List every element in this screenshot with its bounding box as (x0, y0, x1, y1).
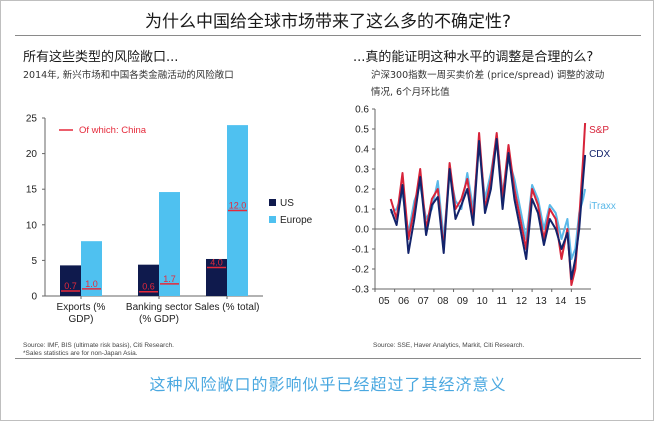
right-subtitle-line-2: 情况, 6个月环比值 (371, 87, 450, 98)
category-label: Exports (% (57, 302, 106, 313)
y-tick-label: 25 (26, 114, 38, 125)
x-tick-label: 05 (378, 296, 390, 307)
china-label: 0.6 (142, 282, 155, 292)
x-tick-label: 11 (497, 296, 508, 307)
x-tick-label: 13 (536, 296, 548, 307)
y-tick-label: 0.6 (355, 105, 369, 116)
x-tick-label: 09 (457, 296, 469, 307)
y-tick-label: 10 (26, 220, 38, 231)
y-tick-label: 0 (31, 292, 37, 303)
y-tick-label: -0.3 (352, 285, 370, 296)
bottom-divider (15, 358, 641, 359)
legend-label-europe: Europe (280, 215, 313, 226)
left-source: Source: IMF, BIS (ultimate risk basis), … (23, 342, 174, 358)
y-tick-label: 15 (26, 185, 38, 196)
right-subtitle-line-1: 沪深300指数一周买卖价差 (price/spread) 调整的波动 (371, 70, 605, 81)
china-label: 0.7 (64, 281, 77, 291)
footer-caption: 这种风险敞口的影响似乎已经超过了其经济意义 (149, 375, 507, 394)
left-source-line: Source: IMF, BIS (ultimate risk basis), … (23, 342, 174, 349)
china-label: 12.0 (229, 201, 247, 211)
left-panel-subtitle: 2014年, 新兴市场和中国各类金融活动的风险敞口 (23, 70, 234, 81)
category-label: Sales (% total) (194, 302, 259, 313)
china-label: 1.7 (163, 274, 176, 284)
china-label: 4.0 (210, 258, 223, 268)
europe-bar-1 (81, 241, 102, 296)
legend-label-us: US (280, 198, 294, 209)
right-panel-title: ...真的能证明这种水平的调整是合理的么? (353, 50, 594, 65)
left-panel-title: 所有这些类型的风险敞口... (23, 50, 179, 65)
us-bar-2 (138, 264, 159, 296)
x-tick-label: 12 (516, 296, 528, 307)
europe-bar-2 (159, 192, 180, 296)
series-label-cdx: CDX (589, 149, 610, 160)
y-tick-label: -0.1 (352, 245, 370, 256)
x-tick-label: 14 (555, 296, 567, 307)
x-tick-label: 15 (575, 296, 587, 307)
y-tick-label: 0.2 (355, 185, 369, 196)
china-legend-label: Of which: China (79, 125, 147, 136)
y-tick-label: 20 (26, 149, 38, 160)
x-tick-label: 08 (437, 296, 449, 307)
legend-swatch-us (269, 199, 276, 206)
bid-ask-line-chart: 0.6 0.5 0.4 0.3 0.2 0.1 0.0 -0.1 -0.2 -0.3 05 06 07 0… (352, 105, 616, 308)
category-label: Banking sector (126, 302, 193, 313)
y-tick-label: 0.0 (355, 225, 369, 236)
main-title: 为什么中国给全球市场带来了这么多的不确定性? (144, 12, 512, 32)
series-label-itraxx: iTraxx (589, 201, 616, 212)
top-divider (15, 35, 641, 36)
china-label: 1.0 (85, 279, 98, 289)
x-tick-label: 06 (398, 296, 410, 307)
exposure-bar-chart: 0 5 10 15 20 25 0.7 1.0 Exports (%GDP) 0.6 1.7 Bank… (26, 114, 313, 326)
right-panel-subtitle: 沪深300指数一周买卖价差 (price/spread) 调整的波动 情况, 6… (371, 67, 604, 101)
x-tick-label: 10 (477, 296, 489, 307)
y-tick-label: -0.2 (352, 265, 370, 276)
legend-swatch-europe (269, 216, 276, 223)
y-tick-label: 5 (31, 256, 37, 267)
series-label-sp: S&P (589, 125, 609, 136)
category-label: GDP) (69, 314, 94, 325)
x-tick-label: 07 (418, 296, 430, 307)
right-source: Source: SSE, Haver Analytics, Markit, Ci… (373, 342, 525, 349)
y-tick-label: 0.5 (355, 125, 369, 136)
left-source-note: *Sales statistics are for non-Japan Asia… (23, 350, 138, 357)
category-label: (% GDP) (139, 314, 179, 325)
y-tick-label: 0.1 (355, 205, 369, 216)
series-line-cdx (389, 138, 587, 280)
y-tick-label: 0.3 (355, 165, 369, 176)
us-bar-1 (60, 265, 81, 296)
y-tick-label: 0.4 (355, 145, 369, 156)
